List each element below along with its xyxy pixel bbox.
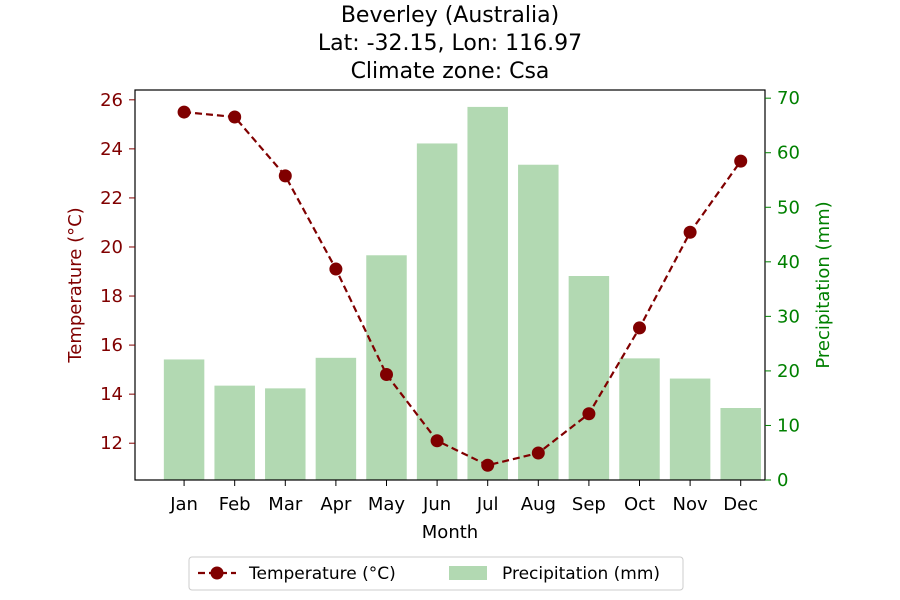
legend-temperature-label: Temperature (°C) xyxy=(248,564,396,584)
precipitation-bar-jul xyxy=(467,107,507,480)
right-y-tick-label-70: 70 xyxy=(777,88,800,109)
temperature-point-nov xyxy=(684,226,697,239)
x-tick-label-apr: Apr xyxy=(320,494,352,515)
legend-precipitation-swatch xyxy=(449,566,487,580)
right-y-tick-label-20: 20 xyxy=(777,361,800,382)
x-tick-label-aug: Aug xyxy=(521,494,556,515)
legend-precipitation-label: Precipitation (mm) xyxy=(502,564,660,584)
x-tick-label-mar: Mar xyxy=(268,494,303,515)
right-y-tick-label-40: 40 xyxy=(777,252,800,273)
x-tick-label-feb: Feb xyxy=(219,494,251,515)
temperature-point-jul xyxy=(481,459,494,472)
temperature-point-jun xyxy=(431,434,444,447)
temperature-point-apr xyxy=(329,263,342,276)
right-y-axis: 0 10 20 30 40 50 60 70 xyxy=(765,88,800,491)
precipitation-bar-jan xyxy=(164,359,204,480)
left-y-tick-label-22: 22 xyxy=(100,188,123,209)
chart-title-line-2: Lat: -32.15, Lon: 116.97 xyxy=(318,31,582,56)
right-y-tick-label-0: 0 xyxy=(777,470,788,491)
x-tick-label-jun: Jun xyxy=(422,494,451,515)
x-tick-label-nov: Nov xyxy=(673,494,708,515)
temperature-point-feb xyxy=(228,110,241,123)
x-tick-label-oct: Oct xyxy=(624,494,655,515)
temperature-line xyxy=(178,106,748,472)
left-y-tick-label-14: 14 xyxy=(100,384,123,405)
left-y-axis: 12 14 16 18 20 22 24 26 xyxy=(100,90,135,454)
temperature-point-mar xyxy=(279,169,292,182)
precipitation-bar-oct xyxy=(619,358,659,480)
temperature-point-oct xyxy=(633,321,646,334)
precipitation-bar-may xyxy=(366,255,406,480)
precipitation-bar-dec xyxy=(720,408,760,480)
x-tick-label-jan: Jan xyxy=(169,494,198,515)
left-y-tick-label-18: 18 xyxy=(100,286,123,307)
temperature-point-aug xyxy=(532,447,545,460)
x-tick-label-jul: Jul xyxy=(476,494,499,515)
x-tick-label-sep: Sep xyxy=(572,494,606,515)
x-tick-label-dec: Dec xyxy=(723,494,758,515)
chart-title-line-3: Climate zone: Csa xyxy=(351,59,550,84)
left-y-tick-label-24: 24 xyxy=(100,139,123,160)
chart-title: Beverley (Australia) Lat: -32.15, Lon: 1… xyxy=(318,3,582,84)
precipitation-bar-nov xyxy=(670,379,710,480)
precipitation-bar-sep xyxy=(569,276,609,480)
right-y-tick-label-50: 50 xyxy=(777,197,800,218)
precipitation-bar-feb xyxy=(214,386,254,480)
right-y-tick-label-10: 10 xyxy=(777,415,800,436)
precipitation-bar-apr xyxy=(316,358,356,480)
precipitation-bars xyxy=(164,107,761,480)
temperature-point-dec xyxy=(734,155,747,168)
x-axis-label: Month xyxy=(422,522,478,543)
legend: Temperature (°C) Precipitation (mm) xyxy=(189,557,683,590)
precipitation-bar-aug xyxy=(518,165,558,480)
left-y-tick-label-20: 20 xyxy=(100,237,123,258)
left-y-tick-label-26: 26 xyxy=(100,90,123,111)
x-tick-label-may: May xyxy=(368,494,406,515)
precipitation-bar-mar xyxy=(265,388,305,480)
precipitation-bar-jun xyxy=(417,143,457,480)
left-y-tick-label-12: 12 xyxy=(100,433,123,454)
temperature-point-may xyxy=(380,368,393,381)
legend-temperature-marker xyxy=(211,567,224,580)
right-y-axis-label: Precipitation (mm) xyxy=(813,201,834,368)
chart-title-line-1: Beverley (Australia) xyxy=(341,3,559,28)
left-y-axis-label: Temperature (°C) xyxy=(65,207,86,363)
right-y-tick-label-30: 30 xyxy=(777,306,800,327)
left-y-tick-label-16: 16 xyxy=(100,335,123,356)
x-axis: Jan Feb Mar Apr May Jun Jul Aug Sep Oct Nov Dec xyxy=(169,480,758,515)
right-y-tick-label-60: 60 xyxy=(777,143,800,164)
temperature-point-sep xyxy=(582,407,595,420)
temperature-point-jan xyxy=(178,106,191,119)
